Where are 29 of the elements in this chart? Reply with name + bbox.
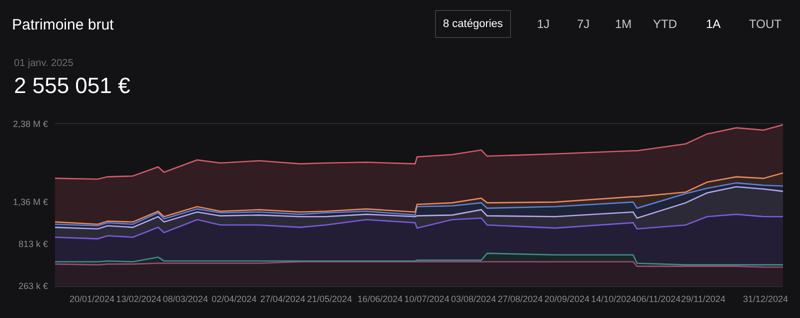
x-tick-label: 13/02/2024 [116,294,162,304]
y-tick-label: 263 k € [18,281,48,292]
x-tick-label: 06/11/2024 [636,294,681,304]
chart-title: Patrimoine brut [12,16,115,34]
text: 1A [706,17,721,31]
text: 7J [577,17,590,31]
y-tick-label: 813 k € [18,239,48,250]
text: 1J [537,17,550,31]
x-tick-label: 27/04/2024 [260,294,306,304]
x-tick-label: 20/01/2024 [69,294,115,304]
chart-subtitle: 01 janv. 2025 [14,58,74,69]
x-tick-label: 03/08/2024 [450,294,496,304]
x-tick-label: 27/08/2024 [498,294,543,304]
x-tick-label: 29/11/2024 [680,294,726,304]
x-tick-label: 20/09/2024 [544,294,590,304]
x-tick-label: 10/07/2024 [404,294,450,304]
x-tick-label: 16/06/2024 [358,294,403,304]
x-tick-label: 21/05/2024 [306,294,352,304]
x-tick-label: 31/12/2024 [742,294,788,304]
y-tick-label: 2,38 M € [12,119,48,130]
text: 2 555 051 € [14,73,130,98]
text: YTD [653,17,678,31]
text: 1M [615,17,632,31]
x-tick-label: 08/03/2024 [162,294,208,304]
y-tick-label: 1,36 M € [12,197,48,208]
x-tick-label: 02/04/2024 [212,294,257,304]
text: 8 catégories [443,18,504,30]
x-tick-label: 14/10/2024 [591,294,636,304]
text: TOUT [749,17,782,31]
